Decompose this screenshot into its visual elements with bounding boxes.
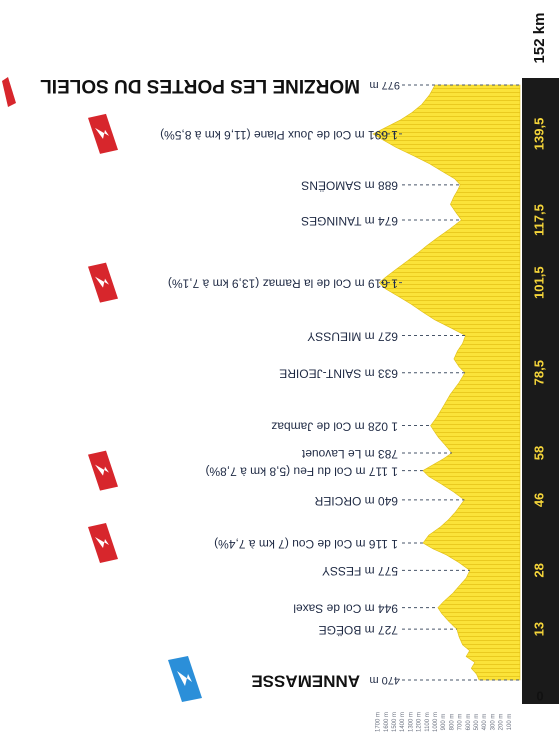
mountain-icon: [95, 276, 109, 288]
mountain-climb-badge: [88, 450, 118, 491]
waypoint-label: 640 m ORCIER: [314, 494, 398, 508]
start-altitude: 470 m: [369, 674, 400, 686]
finish-flag-badge: [2, 77, 16, 107]
km-marker: 78,5: [531, 360, 546, 385]
mountain-climb-badge: [88, 262, 118, 303]
km-end-label: 152 km: [531, 13, 548, 64]
scale-tick-label: 1300 m: [408, 712, 414, 732]
waypoint-label: 1 619 m Col de la Ramaz (13,9 km à 7,1%): [168, 277, 398, 291]
waypoint-label: 674 m TANINGES: [301, 214, 398, 228]
km-marker: 117,5: [531, 204, 546, 236]
start-name: ANNEMASSE: [251, 672, 360, 691]
scale-tick-label: 1700 m: [376, 712, 382, 732]
waypoint-label: 1 691 m Col de Joux Plane (11,6 km à 8,5…: [160, 128, 398, 142]
finish-altitude: 977 m: [369, 79, 400, 91]
km-marker: 58: [531, 446, 546, 460]
scale-tick-label: 1400 m: [400, 712, 406, 732]
waypoint-label: 577 m FESSY: [322, 564, 398, 578]
waypoint-label: 688 m SAMOËNS: [301, 179, 398, 193]
waypoint-label: 1 117 m Col du Feu (5,8 km à 7,8%): [205, 464, 398, 478]
scale-tick-label: 800 m: [449, 714, 455, 731]
scale-tick-label: 1000 m: [433, 712, 439, 732]
km-marker: 28: [531, 563, 546, 577]
waypoint-layer: 727 m BOËGE 944 m Col de Saxel 577 m FESSY…: [88, 113, 470, 637]
km-marker-layer: 13 28 46 58 78,5 101,5 117,5 139,5 0 152 km: [531, 13, 548, 704]
endpoint-layer: 470 m ANNEMASSE 977 m MORZINE LES PORTES DU…: [2, 75, 520, 702]
scale-tick-label: 1600 m: [384, 712, 390, 732]
km-marker: 139,5: [531, 118, 546, 151]
scale-tick-label: 600 m: [466, 714, 472, 731]
scale-tick-label: 200 m: [499, 714, 505, 731]
km-start-label: 0: [536, 688, 543, 703]
waypoint-label: 633 m SAINT-JEOIRE: [279, 367, 398, 381]
km-marker: 46: [531, 493, 546, 507]
waypoint-label: 783 m Le Lavouet: [301, 447, 398, 461]
scale-tick-label: 1200 m: [417, 712, 423, 732]
waypoint-label: 627 m MIEUSSY: [307, 329, 398, 343]
mountain-icon: [95, 127, 109, 139]
scale-tick-label: 500 m: [474, 714, 480, 731]
badge-shape: [2, 77, 16, 107]
scale-tick-label: 100 m: [507, 714, 513, 731]
waypoint-label: 1 116 m Col de Cou (7 km à 7,4%): [214, 537, 398, 551]
waypoint-label: 1 028 m Col de Jambaz: [271, 419, 398, 433]
km-band: [522, 78, 559, 704]
scale-tick-label: 1500 m: [392, 712, 398, 732]
scale-tick-label: 300 m: [490, 714, 496, 731]
mountain-icon: [95, 464, 109, 476]
mountain-icon: [95, 536, 109, 548]
scale-tick-label: 1100 m: [425, 712, 431, 732]
mountain-climb-badge: [88, 522, 118, 563]
waypoint-label: 944 m Col de Saxel: [293, 601, 398, 615]
scale-tick-label: 700 m: [458, 714, 464, 731]
finish-name: MORZINE LES PORTES DU SOLEIL: [40, 75, 360, 96]
km-marker: 13: [531, 622, 546, 636]
start-flag-badge: [168, 656, 202, 702]
elevation-profile-area: [372, 84, 521, 681]
scale-tick-label: 400 m: [482, 714, 488, 731]
elevation-scale: 1700 m 1600 m 1500 m 1400 m 1300 m 1200 m 1100…: [376, 712, 513, 732]
waypoint-label: 727 m BOËGE: [319, 623, 398, 637]
flag-icon: [177, 671, 192, 686]
mountain-climb-badge: [88, 113, 118, 154]
scale-tick-label: 900 m: [441, 714, 447, 731]
km-marker: 101,5: [531, 266, 546, 299]
